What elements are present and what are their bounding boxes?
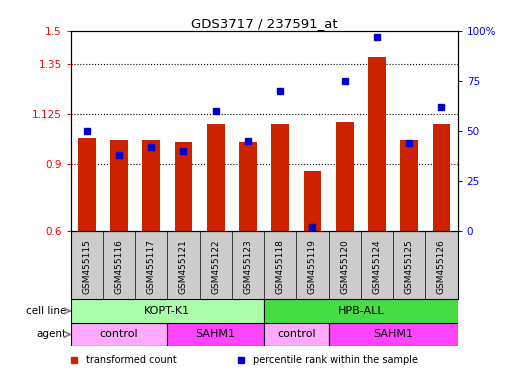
Bar — [433, 124, 450, 231]
Bar — [175, 142, 192, 231]
Bar — [368, 58, 386, 231]
Bar — [336, 122, 354, 231]
Text: KOPT-K1: KOPT-K1 — [144, 306, 190, 316]
Bar — [328, 323, 458, 346]
Text: GSM455121: GSM455121 — [179, 239, 188, 294]
Text: transformed count: transformed count — [86, 355, 177, 365]
Text: cell line: cell line — [26, 306, 67, 316]
Text: GSM455124: GSM455124 — [372, 239, 381, 294]
Text: GSM455120: GSM455120 — [340, 239, 349, 294]
Bar — [264, 323, 328, 346]
Text: GSM455126: GSM455126 — [437, 239, 446, 294]
Text: GSM455118: GSM455118 — [276, 239, 285, 294]
Text: GSM455117: GSM455117 — [147, 239, 156, 294]
Bar — [207, 124, 224, 231]
Title: GDS3717 / 237591_at: GDS3717 / 237591_at — [191, 17, 337, 30]
Text: agent: agent — [37, 329, 67, 339]
Bar — [264, 299, 458, 323]
Bar — [110, 140, 128, 231]
Bar — [78, 137, 96, 231]
Bar — [71, 299, 264, 323]
Text: GSM455122: GSM455122 — [211, 239, 220, 294]
Bar — [142, 140, 160, 231]
Text: GSM455125: GSM455125 — [405, 239, 414, 294]
Bar — [71, 323, 167, 346]
Text: GSM455119: GSM455119 — [308, 239, 317, 294]
Bar — [271, 124, 289, 231]
Bar — [239, 142, 257, 231]
Text: SAHM1: SAHM1 — [373, 329, 413, 339]
Text: HPB-ALL: HPB-ALL — [337, 306, 384, 316]
Text: GSM455116: GSM455116 — [115, 239, 123, 294]
Bar — [304, 171, 321, 231]
Text: GSM455115: GSM455115 — [82, 239, 91, 294]
Bar — [167, 323, 264, 346]
Text: control: control — [100, 329, 138, 339]
Text: percentile rank within the sample: percentile rank within the sample — [253, 355, 417, 365]
Bar — [401, 140, 418, 231]
Text: GSM455123: GSM455123 — [244, 239, 253, 294]
Text: SAHM1: SAHM1 — [196, 329, 236, 339]
Text: control: control — [277, 329, 316, 339]
